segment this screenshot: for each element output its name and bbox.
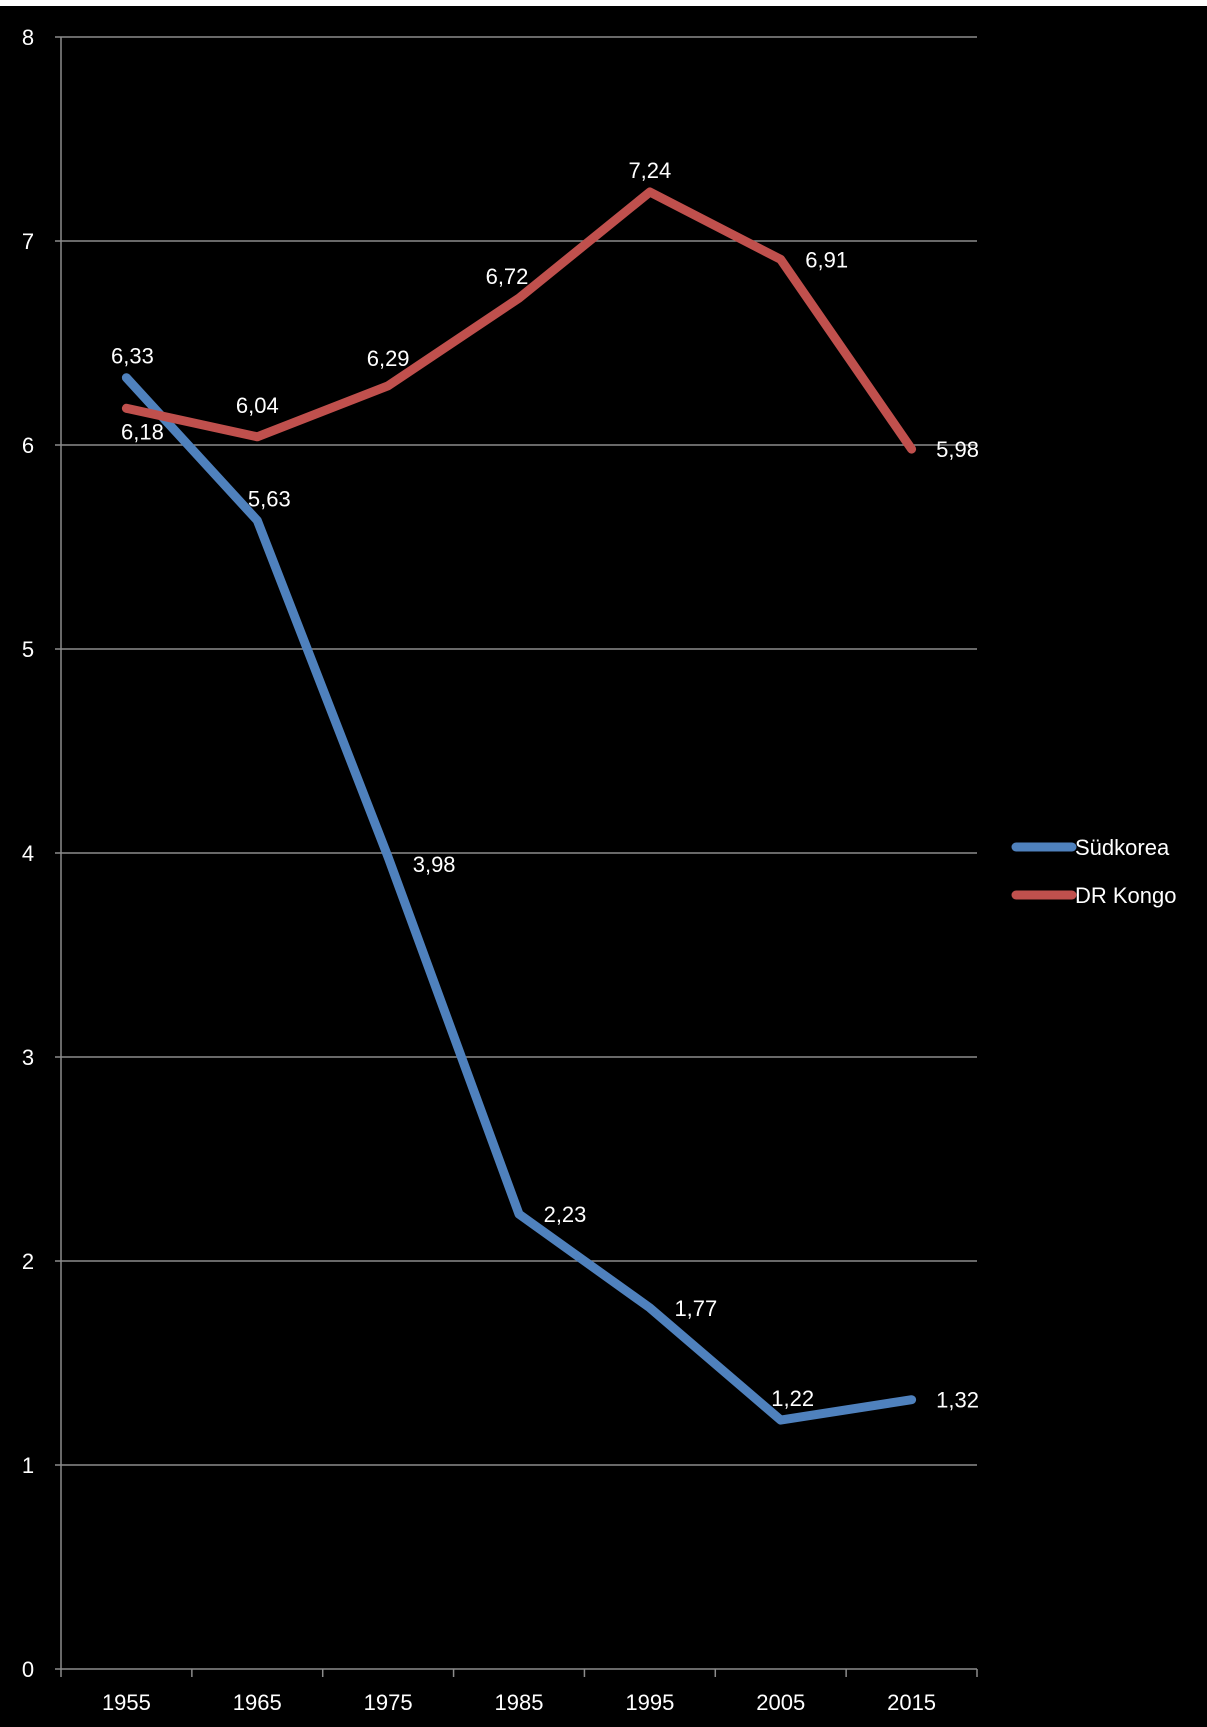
y-tick-label: 5 (22, 637, 34, 662)
x-tick-label: 1985 (495, 1690, 544, 1715)
data-label: 5,98 (936, 437, 979, 462)
x-tick-label: 1965 (233, 1690, 282, 1715)
data-label: 7,24 (628, 158, 671, 183)
data-label: 1,77 (674, 1296, 717, 1321)
data-label: 6,29 (367, 346, 410, 371)
data-label: 3,98 (413, 852, 456, 877)
y-tick-label: 0 (22, 1657, 34, 1682)
y-tick-label: 1 (22, 1453, 34, 1478)
legend-label: Südkorea (1075, 835, 1170, 860)
y-tick-label: 8 (22, 25, 34, 50)
x-tick-label: 1955 (102, 1690, 151, 1715)
x-tick-label: 1995 (625, 1690, 674, 1715)
data-label: 5,63 (248, 486, 291, 511)
series-line-suedkorea (121, 373, 917, 1425)
y-tick-label: 7 (22, 229, 34, 254)
legend-label: DR Kongo (1075, 883, 1177, 908)
y-tick-label: 2 (22, 1249, 34, 1274)
x-tick-label: 2005 (756, 1690, 805, 1715)
series-line-dr-kongo (121, 187, 917, 454)
x-tick-label: 1975 (364, 1690, 413, 1715)
data-label: 1,32 (936, 1388, 979, 1413)
y-tick-label: 4 (22, 841, 34, 866)
data-label: 6,72 (486, 264, 529, 289)
data-label: 6,04 (236, 393, 279, 418)
y-tick-label: 3 (22, 1045, 34, 1070)
chart-background (0, 6, 1207, 1727)
x-tick-label: 2015 (887, 1690, 936, 1715)
data-label: 2,23 (544, 1202, 587, 1227)
data-label: 6,18 (121, 419, 164, 444)
data-label: 1,22 (771, 1386, 814, 1411)
data-label: 6,33 (111, 344, 154, 369)
data-label: 6,91 (805, 247, 848, 272)
y-tick-label: 6 (22, 433, 34, 458)
